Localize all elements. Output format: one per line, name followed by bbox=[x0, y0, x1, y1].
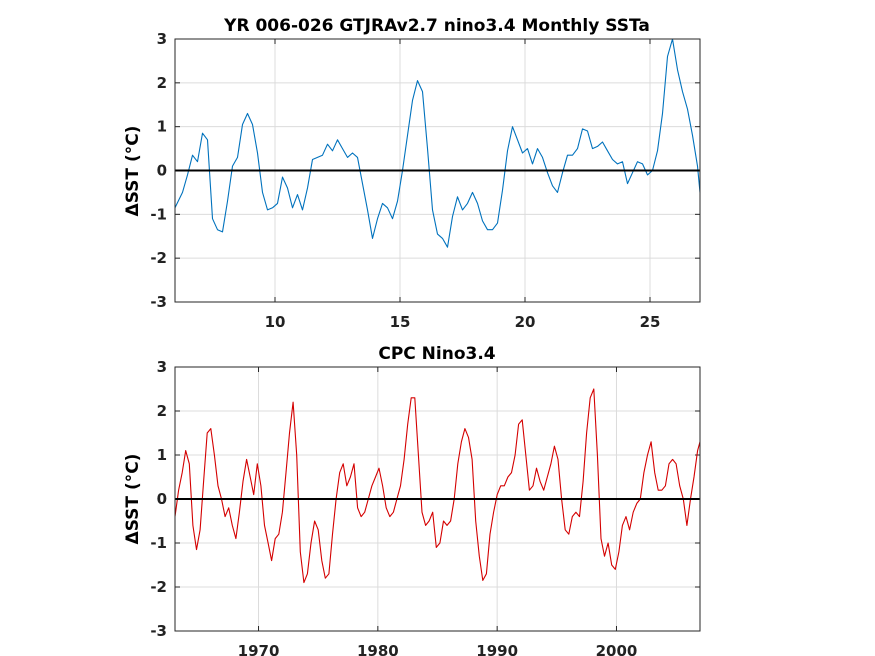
top-y-tick-label: 3 bbox=[157, 30, 167, 48]
top-chart-title: YR 006-026 GTJRAv2.7 nino3.4 Monthly SST… bbox=[223, 16, 650, 36]
top-axes: -3 -2 -1 0 1 2 3 10 15 20 25 bbox=[150, 30, 700, 331]
top-y-tick-label: 2 bbox=[157, 74, 167, 92]
top-x-tick-label: 15 bbox=[390, 313, 411, 331]
top-chart-panel: YR 006-026 GTJRAv2.7 nino3.4 Monthly SST… bbox=[123, 16, 701, 331]
bottom-y-tick-label: -1 bbox=[150, 534, 167, 552]
bottom-y-tick-label: -2 bbox=[150, 578, 167, 596]
bottom-axes-frame bbox=[174, 366, 701, 632]
top-y-tick-label: -2 bbox=[150, 249, 167, 267]
top-x-tick-label: 25 bbox=[640, 313, 661, 331]
top-x-tick-label: 20 bbox=[515, 313, 536, 331]
top-x-tick-label: 10 bbox=[265, 313, 286, 331]
top-axes-frame bbox=[174, 38, 701, 303]
bottom-x-tick-label: 2000 bbox=[596, 642, 638, 656]
top-y-tick-label: 1 bbox=[157, 118, 167, 136]
top-chart-ylabel: ΔSST (°C) bbox=[123, 126, 143, 217]
bottom-chart-ylabel: ΔSST (°C) bbox=[123, 454, 143, 545]
bottom-y-tick-label: 1 bbox=[157, 446, 167, 464]
bottom-y-tick-label: -3 bbox=[150, 622, 167, 640]
bottom-y-tick-label: 0 bbox=[157, 490, 167, 508]
bottom-x-tick-label: 1980 bbox=[357, 642, 399, 656]
bottom-y-tick-label: 2 bbox=[157, 402, 167, 420]
bottom-y-tick-label: 3 bbox=[157, 358, 167, 376]
top-y-tick-label: -1 bbox=[150, 205, 167, 223]
bottom-chart-panel: CPC Nino3.4 ΔSST (°C) -3 -2 -1 0 1 2 3 1970 1980… bbox=[123, 344, 701, 656]
bottom-x-tick-label: 1970 bbox=[238, 642, 280, 656]
bottom-axes: -3 -2 -1 0 1 2 3 1970 1980 1990 2000 bbox=[150, 358, 700, 656]
bottom-x-tick-label: 1990 bbox=[476, 642, 518, 656]
top-y-tick-label: 0 bbox=[157, 162, 167, 180]
bottom-series-line bbox=[174, 388, 701, 584]
top-series-line bbox=[174, 38, 701, 248]
bottom-chart-title: CPC Nino3.4 bbox=[378, 344, 495, 364]
top-y-tick-label: -3 bbox=[150, 293, 167, 311]
